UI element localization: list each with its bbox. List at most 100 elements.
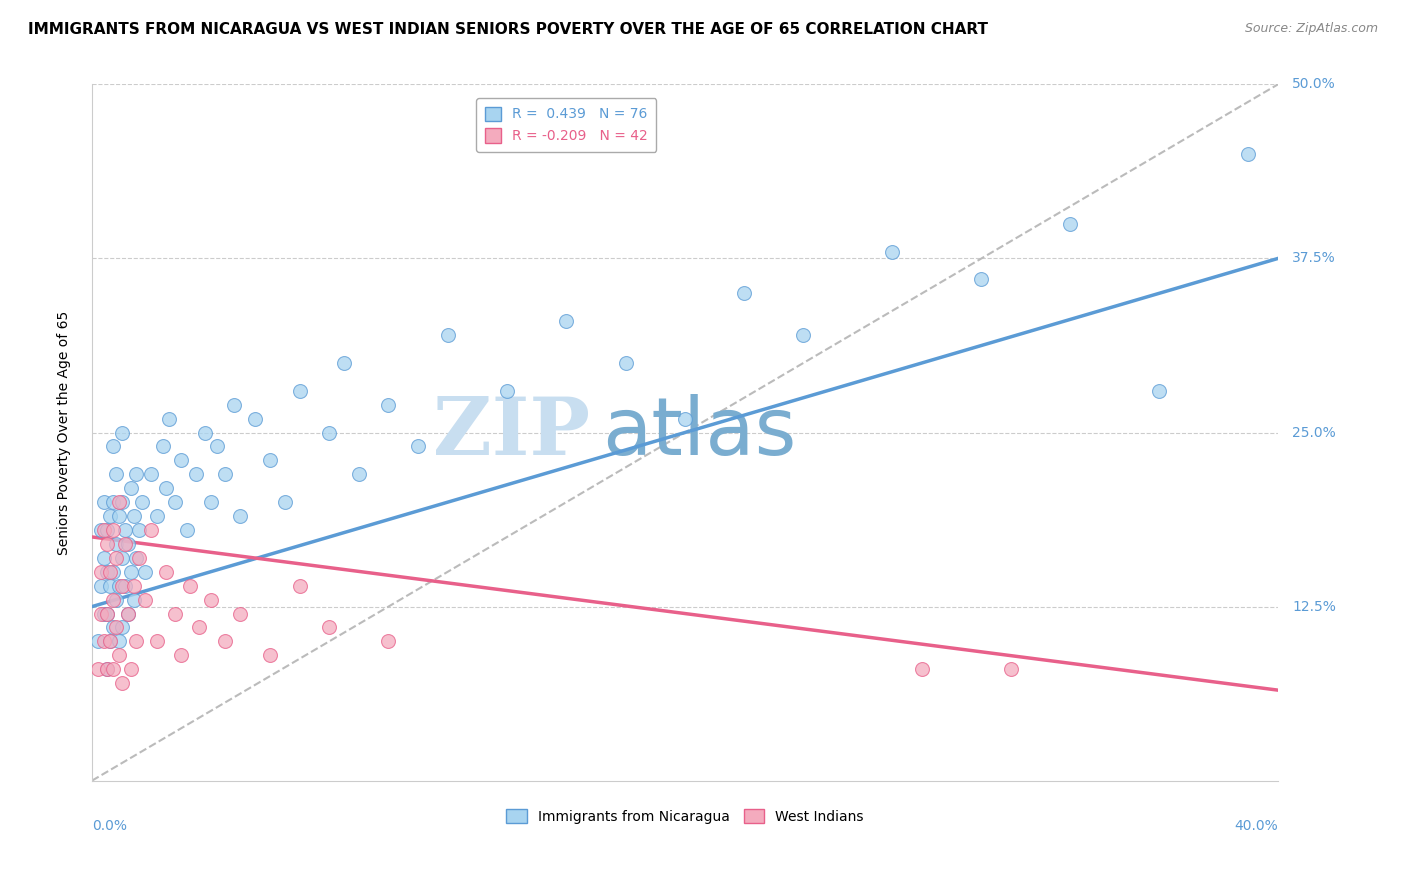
Point [125, 467, 148, 482]
Point [200, 495, 222, 509]
Point [98, 579, 121, 593]
Point [98, 634, 121, 648]
Point [1000, 662, 1022, 676]
Text: 25.0%: 25.0% [1292, 425, 1336, 440]
Point [224, 398, 246, 412]
Point [496, 384, 519, 398]
Point [406, 440, 429, 454]
Point [131, 495, 153, 509]
Point [673, 411, 696, 425]
Point [911, 662, 934, 676]
Point [318, 620, 340, 634]
Point [111, 495, 134, 509]
Point [882, 244, 904, 259]
Point [176, 523, 198, 537]
Point [288, 579, 311, 593]
Point [111, 579, 134, 593]
Text: 37.5%: 37.5% [1292, 252, 1336, 266]
Point [111, 425, 134, 440]
Point [122, 509, 145, 524]
Point [96, 607, 118, 621]
Point [243, 411, 266, 425]
Point [377, 398, 399, 412]
Point [93, 634, 115, 648]
Point [111, 676, 134, 690]
Point [146, 634, 169, 648]
Point [733, 286, 755, 301]
Point [96, 607, 118, 621]
Point [104, 592, 127, 607]
Point [152, 440, 174, 454]
Point [155, 481, 177, 495]
Point [792, 328, 814, 343]
Point [170, 648, 193, 663]
Point [157, 411, 180, 425]
Point [98, 565, 121, 579]
Point [90, 523, 112, 537]
Point [93, 607, 115, 621]
Y-axis label: Seniors Poverty Over the Age of 65: Seniors Poverty Over the Age of 65 [58, 310, 72, 555]
Point [141, 523, 163, 537]
Point [200, 592, 222, 607]
Point [101, 620, 124, 634]
Point [1237, 147, 1260, 161]
Point [970, 272, 993, 286]
Text: IMMIGRANTS FROM NICARAGUA VS WEST INDIAN SENIORS POVERTY OVER THE AGE OF 65 CORR: IMMIGRANTS FROM NICARAGUA VS WEST INDIAN… [28, 22, 988, 37]
Point [96, 537, 118, 551]
Point [273, 495, 295, 509]
Point [93, 495, 115, 509]
Point [93, 523, 115, 537]
Text: 40.0%: 40.0% [1234, 819, 1278, 833]
Point [122, 592, 145, 607]
Point [107, 634, 129, 648]
Point [114, 537, 136, 551]
Point [98, 509, 121, 524]
Point [333, 356, 356, 370]
Point [107, 495, 129, 509]
Point [347, 467, 370, 482]
Text: atlas: atlas [602, 393, 796, 472]
Point [117, 607, 139, 621]
Point [288, 384, 311, 398]
Point [187, 620, 209, 634]
Legend: Immigrants from Nicaragua, West Indians: Immigrants from Nicaragua, West Indians [501, 804, 869, 830]
Point [117, 607, 139, 621]
Point [87, 662, 110, 676]
Point [555, 314, 578, 328]
Text: ZIP: ZIP [433, 393, 591, 472]
Point [259, 453, 281, 467]
Text: 12.5%: 12.5% [1292, 599, 1336, 614]
Point [90, 565, 112, 579]
Point [377, 634, 399, 648]
Point [214, 634, 236, 648]
Text: 50.0%: 50.0% [1292, 78, 1336, 92]
Point [120, 481, 142, 495]
Point [104, 537, 127, 551]
Point [128, 523, 150, 537]
Point [229, 509, 252, 524]
Point [98, 634, 121, 648]
Point [101, 592, 124, 607]
Point [163, 607, 186, 621]
Point [614, 356, 637, 370]
Point [141, 467, 163, 482]
Point [1059, 217, 1081, 231]
Point [104, 620, 127, 634]
Point [184, 467, 207, 482]
Point [125, 634, 148, 648]
Point [111, 620, 134, 634]
Point [120, 565, 142, 579]
Point [101, 440, 124, 454]
Point [90, 607, 112, 621]
Point [107, 579, 129, 593]
Point [104, 550, 127, 565]
Point [87, 634, 110, 648]
Point [96, 565, 118, 579]
Point [114, 523, 136, 537]
Point [107, 648, 129, 663]
Point [170, 453, 193, 467]
Point [436, 328, 458, 343]
Point [101, 523, 124, 537]
Point [93, 550, 115, 565]
Point [96, 662, 118, 676]
